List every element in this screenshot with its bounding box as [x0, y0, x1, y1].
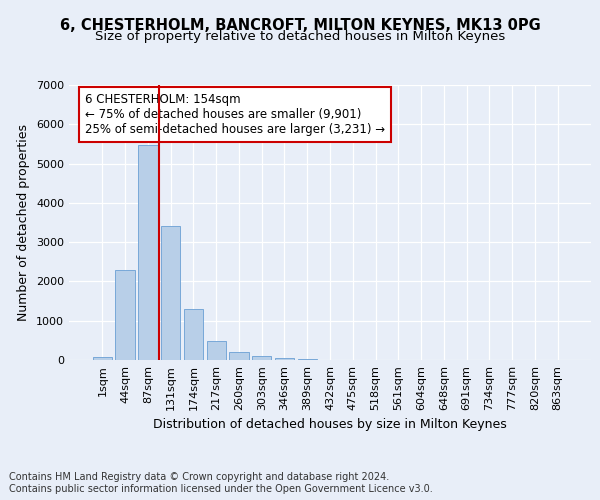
Bar: [275, 358, 294, 360]
Bar: [93, 357, 112, 360]
Bar: [252, 356, 271, 360]
Bar: [184, 309, 203, 360]
Text: 6, CHESTERHOLM, BANCROFT, MILTON KEYNES, MK13 0PG: 6, CHESTERHOLM, BANCROFT, MILTON KEYNES,…: [59, 18, 541, 32]
Bar: [206, 341, 226, 360]
Text: Size of property relative to detached houses in Milton Keynes: Size of property relative to detached ho…: [95, 30, 505, 43]
X-axis label: Distribution of detached houses by size in Milton Keynes: Distribution of detached houses by size …: [153, 418, 507, 432]
Bar: [229, 352, 248, 360]
Text: Contains HM Land Registry data © Crown copyright and database right 2024.
Contai: Contains HM Land Registry data © Crown c…: [9, 472, 433, 494]
Text: 6 CHESTERHOLM: 154sqm
← 75% of detached houses are smaller (9,901)
25% of semi-d: 6 CHESTERHOLM: 154sqm ← 75% of detached …: [85, 93, 385, 136]
Bar: [115, 270, 135, 360]
Bar: [161, 226, 181, 360]
Y-axis label: Number of detached properties: Number of detached properties: [17, 124, 31, 321]
Bar: [138, 145, 158, 360]
Bar: [298, 359, 317, 360]
